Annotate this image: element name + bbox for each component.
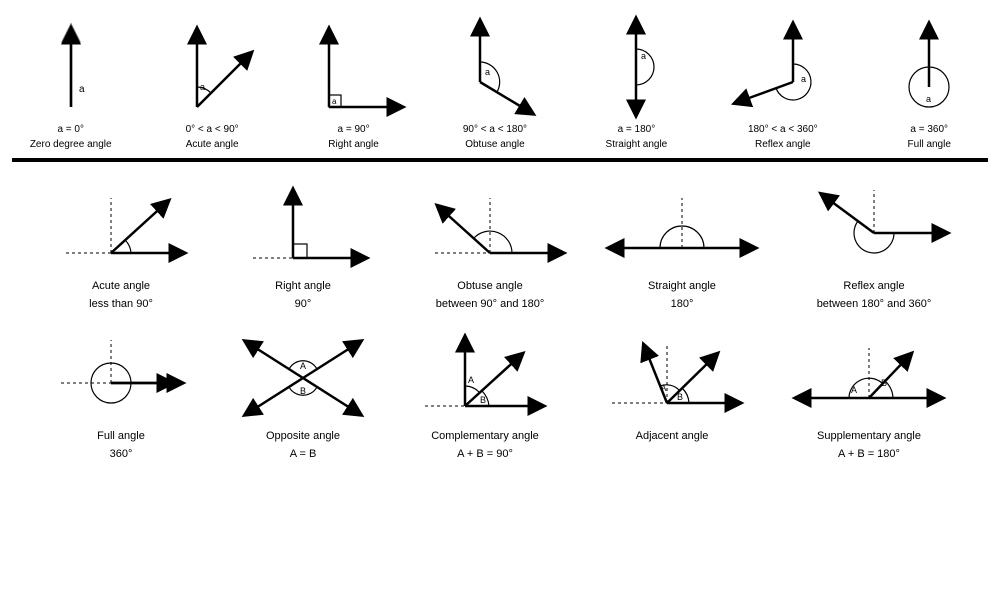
cell-acute: a 0° < a < 90° Acute angle	[157, 12, 267, 150]
angle-name: Obtuse angle	[457, 280, 522, 292]
cell-opposite: A B Opposite angle A = B	[223, 328, 383, 460]
label-a: A	[300, 361, 306, 371]
formula: a = 360°	[910, 124, 948, 135]
angle-gallery-row-1: a a = 0° Zero degree angle a 0° < a < 90…	[0, 0, 1000, 150]
reflex-angle-diagram-2	[789, 178, 959, 278]
angle-label: a	[801, 74, 806, 84]
angle-name: Opposite angle	[266, 430, 340, 442]
formula: a = 180°	[618, 124, 656, 135]
cell-right: a a = 90° Right angle	[299, 12, 409, 150]
angle-detail: 360°	[110, 448, 133, 460]
label-a: A	[851, 385, 857, 395]
angle-detail: 90°	[295, 298, 312, 310]
angle-name: Full angle	[97, 430, 145, 442]
formula: 0° < a < 90°	[186, 124, 239, 135]
cell-full: a a = 360° Full angle	[874, 12, 984, 150]
angle-name: Full angle	[908, 139, 951, 150]
cell-complementary: A B Complementary angle A + B = 90°	[405, 328, 565, 460]
full-angle-diagram-2	[41, 328, 201, 428]
angle-gallery-row-2: Acute angle less than 90° Right angle 90…	[0, 166, 1000, 310]
angle-label: a	[485, 67, 490, 77]
label-b: B	[881, 378, 887, 388]
angle-name: Adjacent angle	[636, 430, 709, 442]
cell-right-2: Right angle 90°	[223, 178, 383, 310]
angle-name: Reflex angle	[755, 139, 811, 150]
angle-name: Acute angle	[92, 280, 150, 292]
cell-obtuse-2: Obtuse angle between 90° and 180°	[405, 178, 575, 310]
obtuse-angle-diagram: a	[440, 12, 550, 122]
cell-zero: a a = 0° Zero degree angle	[16, 12, 126, 150]
formula: a = 0°	[57, 124, 84, 135]
label-b: B	[300, 386, 306, 396]
straight-angle-diagram: a	[581, 12, 691, 122]
angle-label: a	[926, 94, 931, 104]
formula: 90° < a < 180°	[463, 124, 527, 135]
angle-name: Right angle	[275, 280, 331, 292]
cell-acute-2: Acute angle less than 90°	[41, 178, 201, 310]
formula: 180° < a < 360°	[748, 124, 818, 135]
angle-detail: 180°	[671, 298, 694, 310]
opposite-angle-diagram: A B	[223, 328, 383, 428]
cell-straight-2: Straight angle 180°	[597, 178, 767, 310]
cell-straight: a a = 180° Straight angle	[581, 12, 691, 150]
adjacent-angle-diagram: A B	[587, 328, 757, 428]
angle-name: Reflex angle	[843, 280, 904, 292]
angle-label: a	[641, 51, 646, 61]
angle-name: Straight angle	[606, 139, 668, 150]
acute-angle-diagram: a	[157, 12, 267, 122]
angle-detail: A + B = 90°	[457, 448, 513, 460]
angle-detail: between 90° and 180°	[436, 298, 545, 310]
angle-detail: A + B = 180°	[838, 448, 900, 460]
section-divider	[12, 158, 988, 162]
supplementary-angle-diagram: A B	[779, 328, 959, 428]
cell-obtuse: a 90° < a < 180° Obtuse angle	[440, 12, 550, 150]
angle-label: a	[200, 82, 205, 92]
label-a: A	[468, 375, 474, 385]
obtuse-angle-diagram-2	[405, 178, 575, 278]
label-a: A	[661, 384, 667, 393]
angle-detail: A = B	[290, 448, 317, 460]
cell-supplementary: A B Supplementary angle A + B = 180°	[779, 328, 959, 460]
angle-label: a	[332, 97, 337, 106]
angle-detail: between 180° and 360°	[817, 298, 932, 310]
acute-angle-diagram-2	[41, 178, 201, 278]
angle-detail: less than 90°	[89, 298, 153, 310]
angle-name: Zero degree angle	[30, 139, 112, 150]
right-angle-diagram: a	[299, 12, 409, 122]
cell-reflex-2: Reflex angle between 180° and 360°	[789, 178, 959, 310]
full-angle-diagram: a	[874, 12, 984, 122]
cell-adjacent: A B Adjacent angle	[587, 328, 757, 448]
angle-name: Straight angle	[648, 280, 716, 292]
cell-full-2: Full angle 360°	[41, 328, 201, 460]
formula: a = 90°	[338, 124, 370, 135]
angle-name: Complementary angle	[431, 430, 539, 442]
label-b: B	[677, 392, 683, 402]
angle-gallery-row-3: Full angle 360° A B Opposite angle A = B…	[0, 310, 1000, 460]
angle-label: a	[79, 84, 85, 95]
label-b: B	[480, 395, 486, 405]
right-angle-diagram-2	[223, 178, 383, 278]
zero-angle-diagram: a	[16, 12, 126, 122]
angle-name: Obtuse angle	[465, 139, 525, 150]
cell-reflex: a 180° < a < 360° Reflex angle	[723, 12, 843, 150]
complementary-angle-diagram: A B	[405, 328, 565, 428]
reflex-angle-diagram: a	[723, 12, 843, 122]
angle-name: Right angle	[328, 139, 379, 150]
angle-name: Supplementary angle	[817, 430, 921, 442]
straight-angle-diagram-2	[597, 178, 767, 278]
angle-name: Acute angle	[186, 139, 239, 150]
